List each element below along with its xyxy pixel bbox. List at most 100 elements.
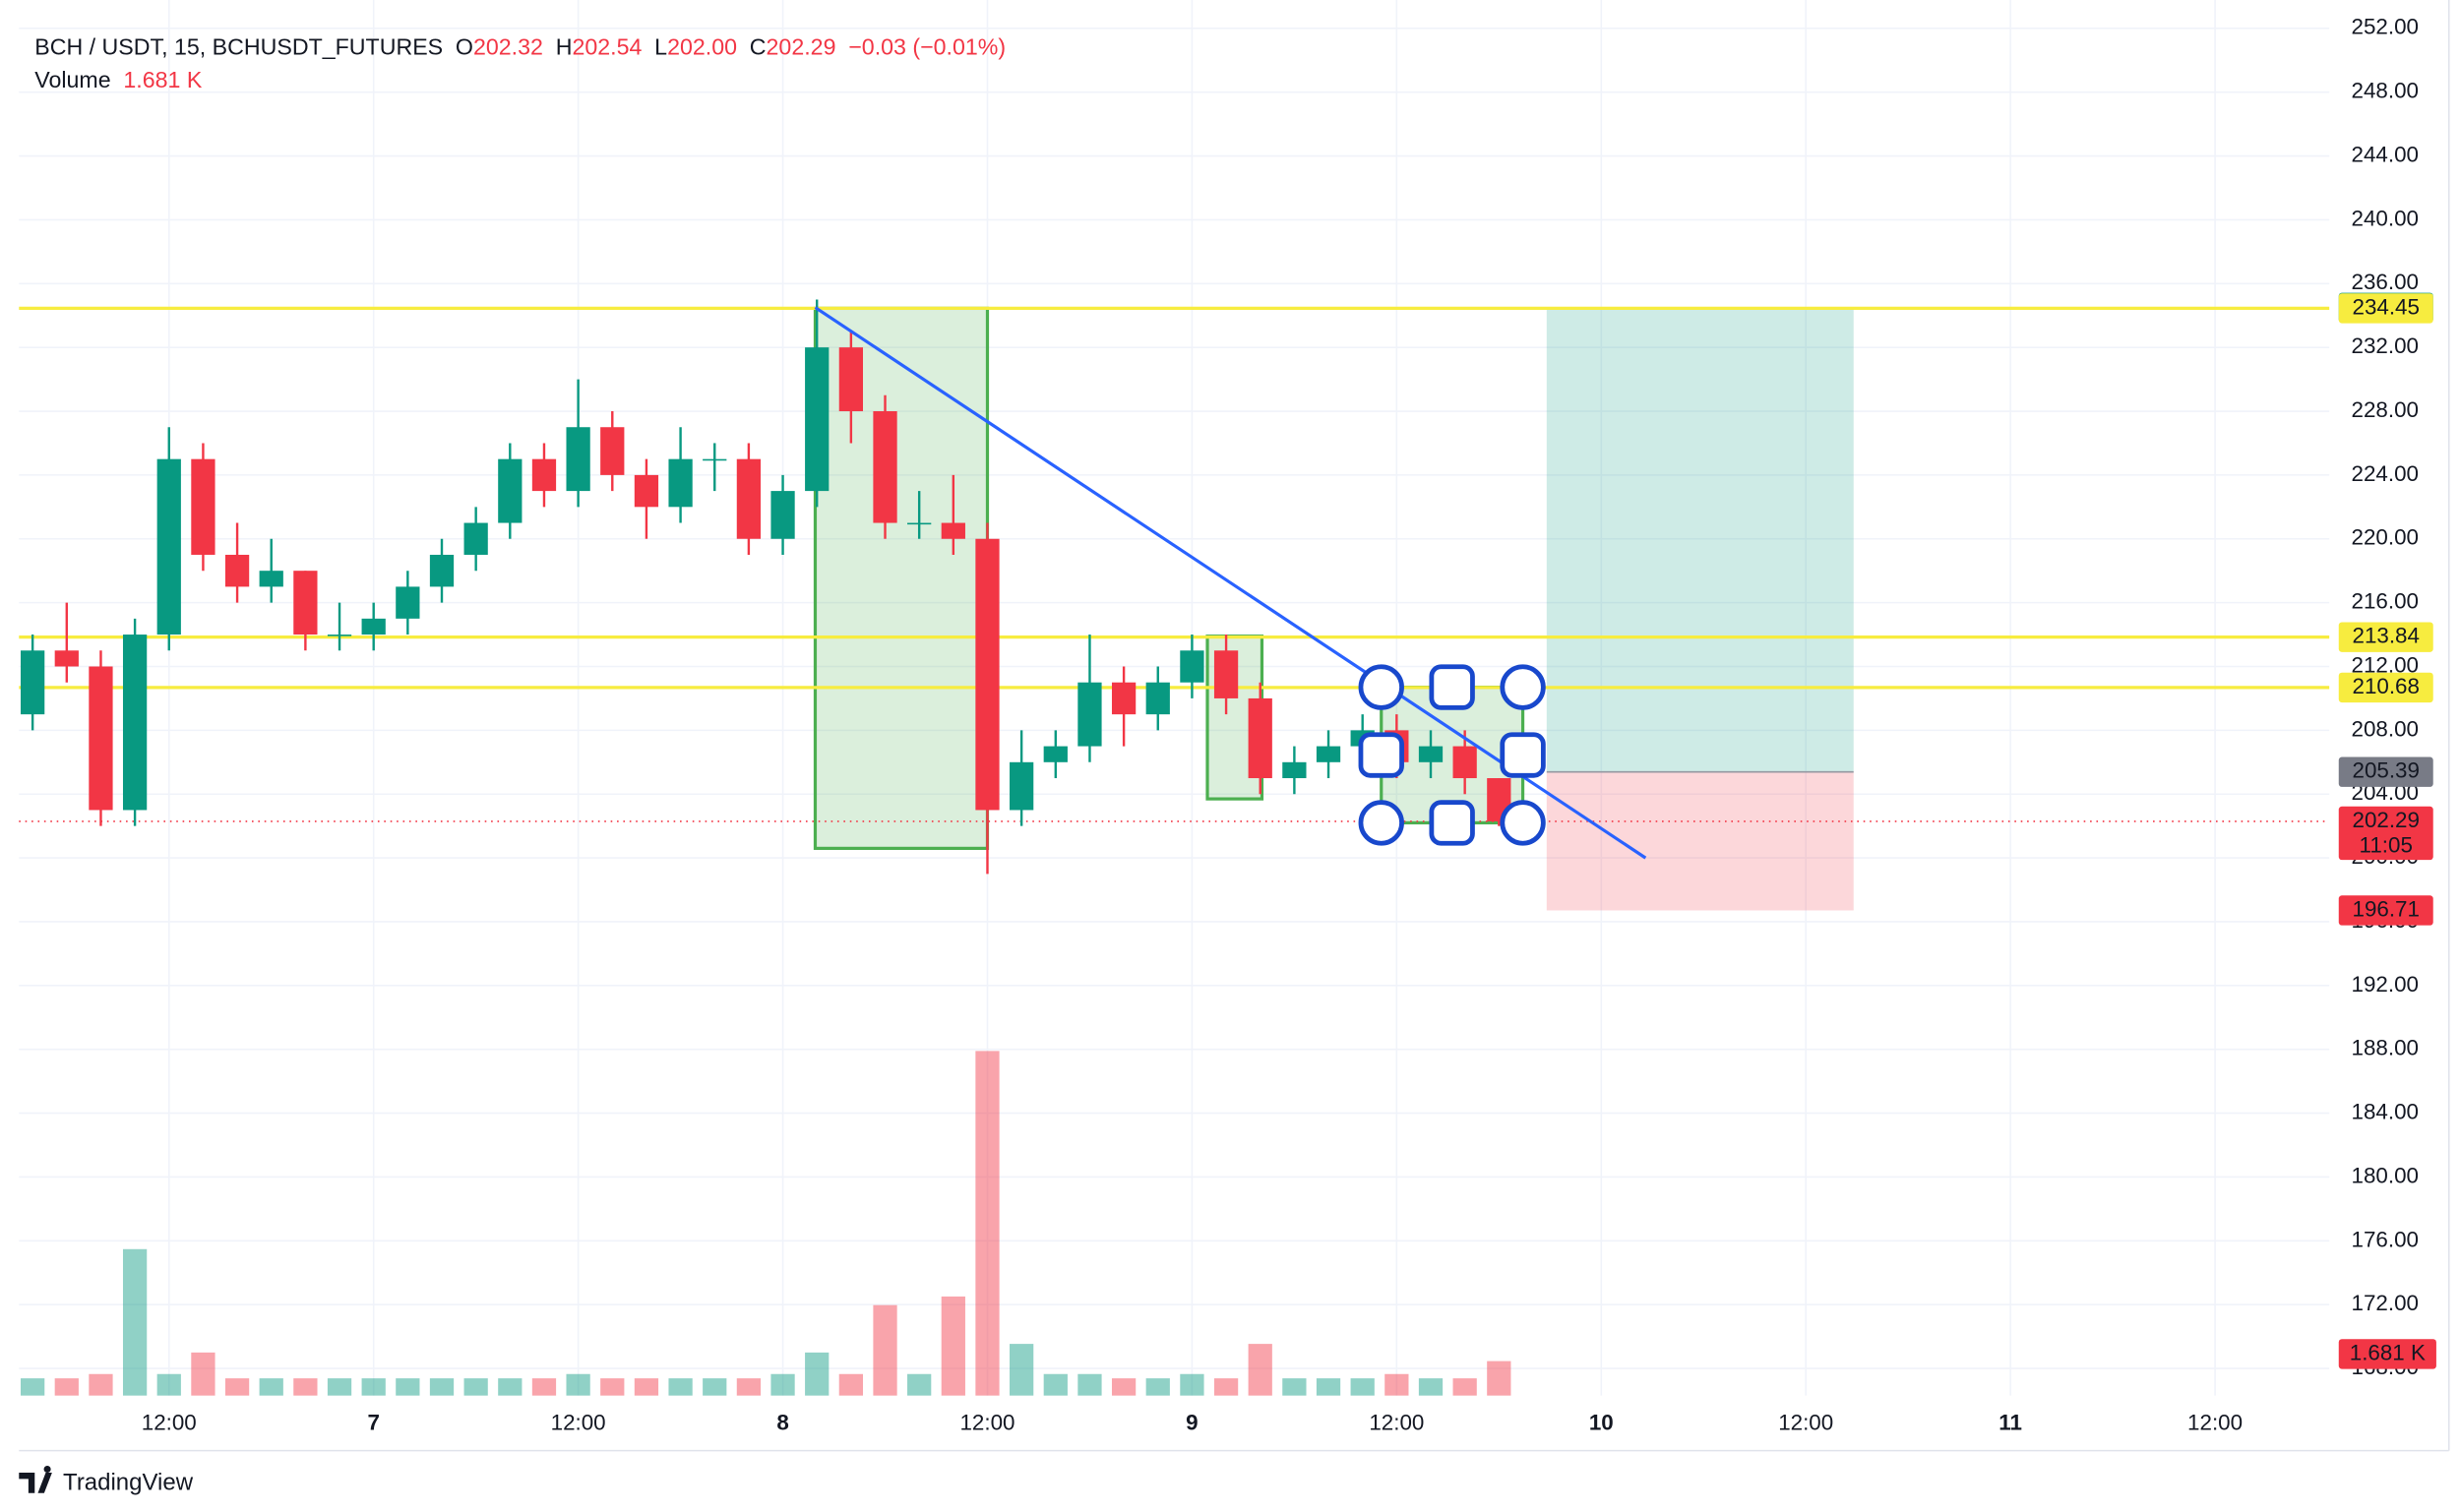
- y-tick-label: 228.00: [2352, 397, 2419, 422]
- candle-body: [21, 650, 45, 715]
- candle-body: [122, 635, 148, 811]
- y-tick-label: 172.00: [2352, 1291, 2419, 1315]
- ohlc-value: 202.54: [572, 34, 642, 60]
- volume-bar: [770, 1373, 795, 1396]
- volume-bar: [634, 1378, 659, 1396]
- resize-handle[interactable]: [1358, 800, 1404, 846]
- candle-body: [941, 522, 965, 539]
- x-tick-label: 12:00: [959, 1410, 1015, 1434]
- y-tick-label: 244.00: [2352, 142, 2419, 166]
- volume-bar: [463, 1378, 488, 1396]
- candle-body: [634, 474, 659, 508]
- x-tick-label: 9: [1186, 1410, 1198, 1434]
- price-tag-label: 213.84: [2353, 624, 2420, 648]
- volume-bar: [259, 1378, 283, 1396]
- candle-body: [907, 522, 932, 525]
- candle-body: [1213, 650, 1239, 698]
- resize-handle[interactable]: [1500, 664, 1546, 710]
- volume-bar: [156, 1373, 181, 1396]
- volume-bar: [1452, 1378, 1477, 1396]
- candle-body: [1077, 682, 1102, 747]
- volume-bar: [600, 1378, 625, 1396]
- price-tag-label: 234.45: [2353, 294, 2420, 319]
- candle-body: [361, 618, 386, 635]
- price-tag: [2338, 895, 2433, 926]
- volume-bar: [1350, 1378, 1375, 1396]
- price-tag: [2338, 622, 2433, 652]
- volume-tag: [2338, 1339, 2436, 1369]
- y-tick-label: 248.00: [2352, 79, 2419, 103]
- header-line: BCH / USDT, 15, BCHUSDT_FUTURES O202.32 H2…: [34, 34, 1006, 60]
- candle-body: [498, 458, 523, 523]
- candle-body: [600, 427, 625, 475]
- position-loss-zone: [1546, 771, 1854, 911]
- x-tick-label: 7: [367, 1410, 379, 1434]
- y-tick-label: 224.00: [2352, 461, 2419, 486]
- candle-body: [1010, 761, 1034, 811]
- candle-body: [975, 538, 1000, 811]
- price-tag: [2338, 672, 2433, 703]
- y-tick-label: 192.00: [2352, 972, 2419, 997]
- ohlc-value: 202.29: [767, 34, 836, 60]
- ohlc-label: L: [654, 34, 667, 60]
- y-tick-label: 232.00: [2352, 333, 2419, 358]
- price-tag: [2338, 756, 2433, 787]
- volume-bar: [805, 1352, 830, 1396]
- resize-handle[interactable]: [1500, 732, 1546, 778]
- volume-value: 1.681 K: [123, 67, 202, 92]
- change: −0.03 (−0.01%): [848, 34, 1006, 60]
- candle-body: [770, 491, 795, 539]
- resize-handle[interactable]: [1500, 800, 1546, 846]
- candle-body: [293, 571, 318, 635]
- candle-body: [191, 458, 215, 555]
- volume-bar: [191, 1352, 215, 1396]
- price-tag: [2338, 293, 2433, 324]
- candle-body: [259, 571, 283, 587]
- volume-bar: [1316, 1378, 1341, 1396]
- candle-body: [429, 554, 455, 587]
- y-tick-label: 188.00: [2352, 1036, 2419, 1060]
- resize-handle[interactable]: [1429, 800, 1475, 846]
- y-tick-label: 180.00: [2352, 1163, 2419, 1187]
- candle-body: [531, 458, 557, 492]
- y-tick-label: 240.00: [2352, 206, 2419, 230]
- candle-body: [736, 458, 762, 539]
- candle-body: [668, 458, 693, 508]
- volume-bar: [1111, 1378, 1137, 1396]
- x-tick-label: 12:00: [2187, 1410, 2243, 1434]
- volume-bar: [1248, 1344, 1272, 1396]
- candle-body: [89, 666, 113, 811]
- price-tag-label: 202.29: [2353, 808, 2420, 832]
- candle-body: [1452, 746, 1477, 779]
- candle-body: [156, 458, 181, 635]
- candle-body: [396, 586, 420, 619]
- volume-bar: [736, 1378, 762, 1396]
- resize-handle[interactable]: [1358, 664, 1404, 710]
- volume-bar: [21, 1378, 45, 1396]
- volume-bar: [429, 1378, 455, 1396]
- volume-bar: [1180, 1373, 1204, 1396]
- grid: [19, 0, 2330, 1396]
- price-axis: 252.00 248.00 244.00 240.00 236.00 232.00 228.…: [142, 15, 2436, 1434]
- volume-legend: Volume 1.681 K: [34, 67, 203, 92]
- price-tag-label: 205.39: [2353, 758, 2420, 783]
- candle-body: [873, 411, 897, 523]
- volume-bar: [703, 1378, 727, 1396]
- candle-body: [1248, 697, 1272, 779]
- volume-name: Volume: [34, 67, 110, 92]
- resize-handle[interactable]: [1358, 732, 1404, 778]
- volume-bar: [1145, 1378, 1170, 1396]
- candle-body: [1282, 761, 1307, 779]
- plot: [19, 299, 2330, 1396]
- y-tick-label: 176.00: [2352, 1227, 2419, 1251]
- candle-body: [463, 522, 488, 555]
- volume-bar: [668, 1378, 693, 1396]
- resize-handle[interactable]: [1429, 664, 1475, 710]
- y-tick-label: 184.00: [2352, 1100, 2419, 1124]
- price-tag-label: 196.71: [2353, 896, 2420, 921]
- y-tick-label: 208.00: [2352, 716, 2419, 741]
- candle-body: [1111, 682, 1137, 715]
- candle-body: [805, 347, 830, 492]
- y-tick-label: 252.00: [2352, 15, 2419, 39]
